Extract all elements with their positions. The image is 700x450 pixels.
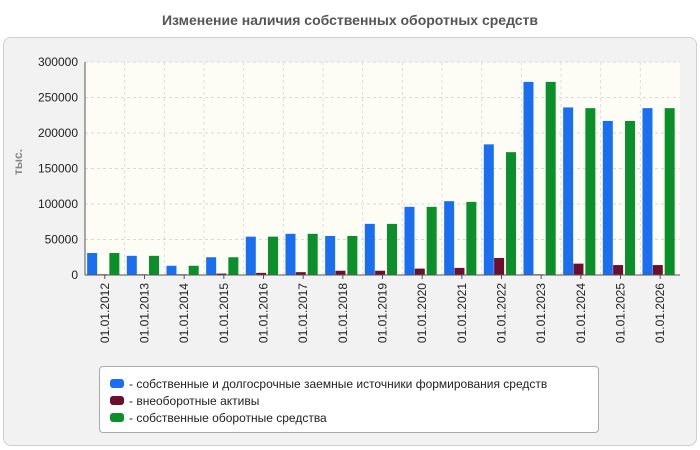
bar-noncurrent xyxy=(613,265,624,275)
bar-working-capital xyxy=(664,108,675,276)
legend-swatch-sources xyxy=(110,379,124,388)
y-tick-label: 0 xyxy=(71,268,78,282)
bar-noncurrent xyxy=(216,273,227,275)
x-tick-label: 01.01.2018 xyxy=(336,283,350,343)
y-tick-label: 200000 xyxy=(38,126,78,140)
x-tick-label: 01.01.2023 xyxy=(534,283,548,343)
legend: - собственные и долгосрочные заемные ист… xyxy=(99,366,599,433)
bar-sources xyxy=(364,223,375,275)
bar-noncurrent xyxy=(335,270,346,275)
bar-sources xyxy=(404,206,415,275)
legend-item-noncurrent[interactable]: - внеоборотные активы xyxy=(110,392,588,409)
bar-sources xyxy=(483,144,494,275)
bar-noncurrent xyxy=(375,270,386,275)
bar-sources xyxy=(642,108,653,276)
x-tick-label: 01.01.2022 xyxy=(495,283,509,343)
x-tick-label: 01.01.2025 xyxy=(614,283,628,343)
legend-label-working-capital: - собственные оборотные средства xyxy=(129,410,327,425)
bar-working-capital xyxy=(149,255,160,275)
x-tick-label: 01.01.2026 xyxy=(653,283,667,343)
bar-working-capital xyxy=(545,81,556,275)
bar-noncurrent xyxy=(454,267,465,275)
x-tick-label: 01.01.2020 xyxy=(415,283,429,343)
bar-working-capital xyxy=(268,236,279,275)
bar-working-capital xyxy=(506,152,517,275)
bar-noncurrent xyxy=(652,265,663,275)
bar-sources xyxy=(206,257,217,275)
bar-working-capital xyxy=(347,235,358,275)
bar-working-capital xyxy=(387,223,398,275)
legend-item-sources[interactable]: - собственные и долгосрочные заемные ист… xyxy=(110,375,588,392)
bar-working-capital xyxy=(109,252,120,275)
bar-working-capital xyxy=(625,120,636,276)
bar-noncurrent xyxy=(256,272,267,275)
bar-sources xyxy=(87,252,98,275)
y-tick-label: 300000 xyxy=(38,55,78,69)
x-tick-label: 01.01.2015 xyxy=(217,283,231,343)
bar-sources xyxy=(602,120,613,276)
legend-label-noncurrent: - внеоборотные активы xyxy=(129,393,260,408)
bar-noncurrent xyxy=(295,272,306,275)
x-tick-label: 01.01.2024 xyxy=(574,283,588,343)
chart-title: Изменение наличия собственных оборотных … xyxy=(161,12,539,28)
legend-swatch-noncurrent xyxy=(110,396,124,405)
y-tick-label: 100000 xyxy=(38,197,78,211)
bar-working-capital xyxy=(466,201,477,275)
bar-sources xyxy=(285,233,296,275)
bar-sources xyxy=(325,235,336,275)
bar-working-capital xyxy=(585,108,596,276)
bar-working-capital xyxy=(228,257,239,275)
bar-sources xyxy=(245,236,256,275)
x-tick-label: 01.01.2012 xyxy=(98,283,112,343)
bar-sources xyxy=(523,81,534,275)
bar-noncurrent xyxy=(573,263,584,275)
bar-working-capital xyxy=(307,233,318,275)
bar-working-capital xyxy=(188,265,199,275)
bar-sources xyxy=(126,255,137,275)
legend-label-sources: - собственные и долгосрочные заемные ист… xyxy=(129,376,548,391)
plot-area xyxy=(85,62,680,275)
bar-sources xyxy=(166,265,177,275)
x-tick-label: 01.01.2014 xyxy=(177,283,191,343)
x-tick-label: 01.01.2021 xyxy=(455,283,469,343)
x-tick-label: 01.01.2017 xyxy=(296,283,310,343)
y-tick-label: 250000 xyxy=(38,91,78,105)
bar-sources xyxy=(444,201,455,275)
y-axis-label: тыс. xyxy=(11,149,25,175)
y-tick-label: 150000 xyxy=(38,162,78,176)
x-tick-label: 01.01.2016 xyxy=(257,283,271,343)
bar-working-capital xyxy=(426,206,437,275)
legend-swatch-working-capital xyxy=(110,413,124,422)
bar-noncurrent xyxy=(414,268,425,275)
bar-sources xyxy=(563,107,574,275)
legend-item-working-capital[interactable]: - собственные оборотные средства xyxy=(110,409,588,426)
bar-noncurrent xyxy=(494,257,505,275)
x-tick-label: 01.01.2013 xyxy=(138,283,152,343)
y-tick-label: 50000 xyxy=(45,233,79,247)
x-tick-label: 01.01.2019 xyxy=(376,283,390,343)
